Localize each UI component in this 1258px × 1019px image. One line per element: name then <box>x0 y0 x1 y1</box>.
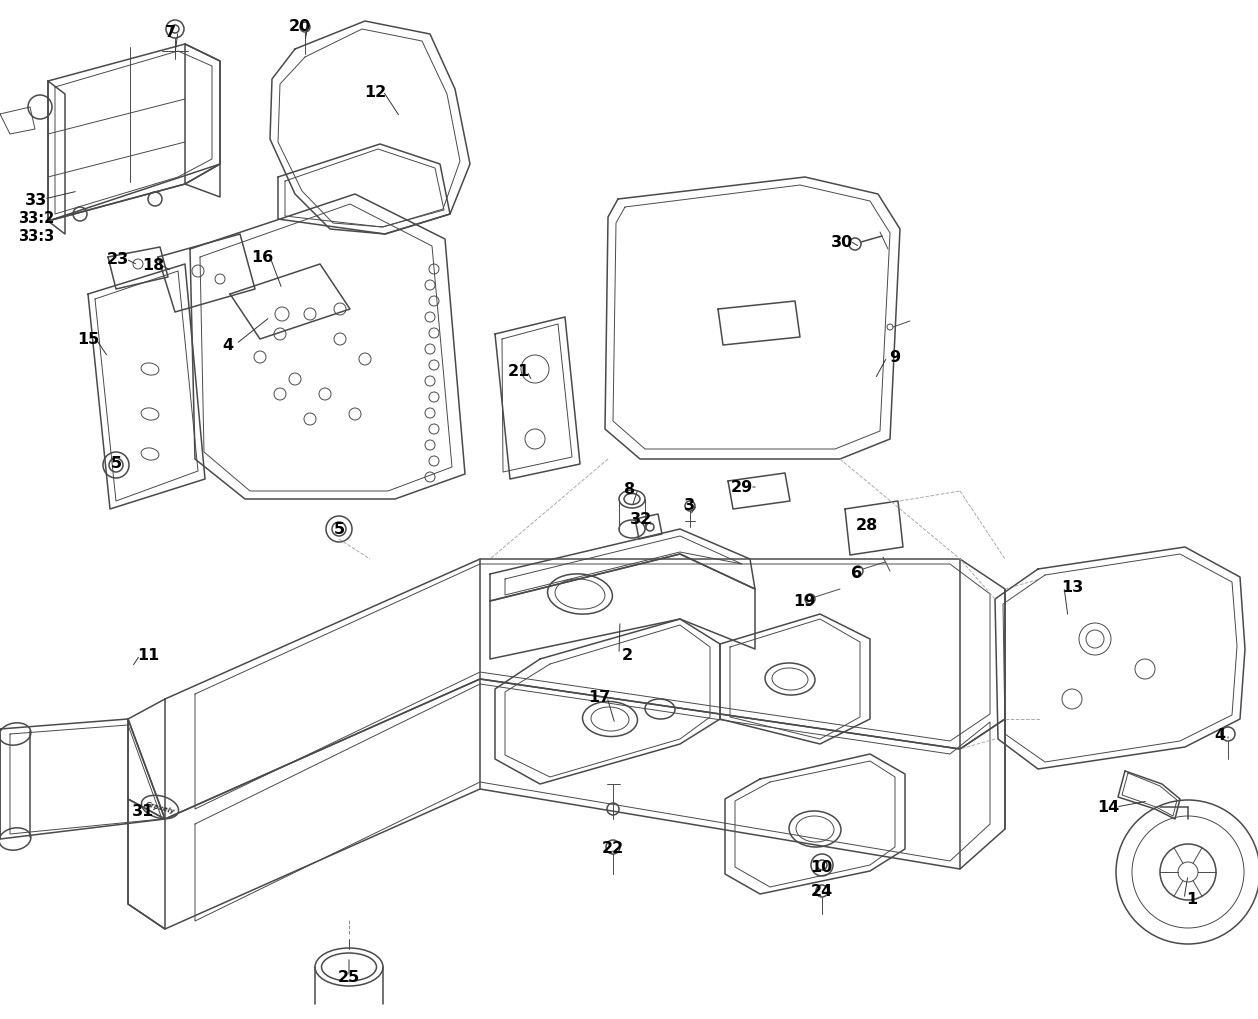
Text: 9: 9 <box>889 351 901 365</box>
Text: 16: 16 <box>250 251 273 265</box>
Text: 6: 6 <box>852 565 863 580</box>
Text: 5: 5 <box>111 457 122 471</box>
Text: 25: 25 <box>338 969 360 984</box>
Text: 7: 7 <box>165 24 176 40</box>
Text: 11: 11 <box>137 648 159 662</box>
Text: 33:3: 33:3 <box>18 228 54 244</box>
Text: 21: 21 <box>508 364 530 379</box>
Text: 32: 32 <box>630 512 652 527</box>
Text: 17: 17 <box>587 690 610 705</box>
Text: 33: 33 <box>25 193 47 207</box>
Text: 20: 20 <box>289 18 311 34</box>
Text: 31: 31 <box>132 804 155 818</box>
Text: 12: 12 <box>364 85 386 100</box>
Text: 18: 18 <box>142 258 164 273</box>
Text: 22: 22 <box>601 841 624 856</box>
Text: 15: 15 <box>77 332 99 347</box>
Text: 28: 28 <box>855 518 878 533</box>
Text: 8: 8 <box>624 482 635 497</box>
Text: 3: 3 <box>683 498 694 513</box>
Text: 23: 23 <box>107 253 130 267</box>
Text: Gravely: Gravely <box>145 800 175 814</box>
Text: 14: 14 <box>1097 800 1120 815</box>
Text: 13: 13 <box>1060 580 1083 595</box>
Text: 2: 2 <box>621 647 633 662</box>
Text: 1: 1 <box>1186 892 1198 907</box>
Text: 24: 24 <box>811 883 833 899</box>
Text: 29: 29 <box>731 480 754 495</box>
Text: 30: 30 <box>830 234 853 250</box>
Text: 5: 5 <box>333 522 345 537</box>
Text: 4: 4 <box>1214 727 1225 742</box>
Text: 33:2: 33:2 <box>18 210 54 225</box>
Text: 4: 4 <box>223 337 234 353</box>
Text: 10: 10 <box>810 860 832 874</box>
Text: 19: 19 <box>793 593 815 608</box>
